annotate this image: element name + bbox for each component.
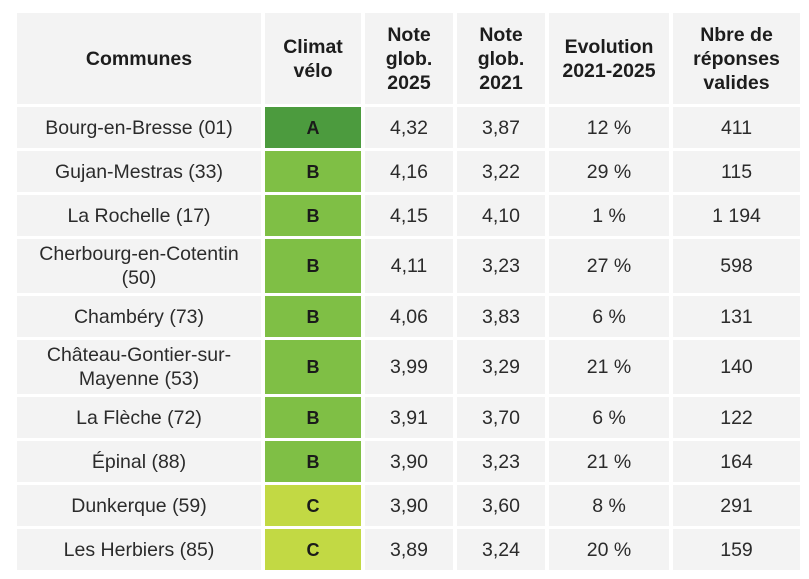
table-cell-evolution: 8 % [549,485,669,526]
table-cell-note-2021: 3,87 [457,107,545,148]
table-cell-note-2025: 3,89 [365,529,453,570]
table-cell-climat: C [265,485,361,526]
table-cell-reponses: 291 [673,485,800,526]
header-note-2021: Note glob. 2021 [457,13,545,104]
table-cell-reponses: 411 [673,107,800,148]
table-cell-note-2025: 4,06 [365,296,453,337]
table-cell-evolution: 12 % [549,107,669,148]
table-cell-climat: C [265,529,361,570]
table-cell-note-2025: 3,99 [365,340,453,394]
table-cell-commune: Château-Gontier-sur-Mayenne (53) [17,340,261,394]
table-cell-note-2025: 3,91 [365,397,453,438]
table-cell-note-2021: 3,70 [457,397,545,438]
table-cell-commune: Gujan-Mestras (33) [17,151,261,192]
table-cell-note-2021: 3,83 [457,296,545,337]
table-cell-note-2025: 3,90 [365,485,453,526]
table-cell-evolution: 21 % [549,441,669,482]
table-cell-note-2021: 3,23 [457,239,545,293]
table-cell-note-2021: 3,24 [457,529,545,570]
table-cell-reponses: 159 [673,529,800,570]
table-cell-note-2021: 3,29 [457,340,545,394]
table-cell-note-2025: 4,15 [365,195,453,236]
table-cell-commune: Dunkerque (59) [17,485,261,526]
header-climat-velo: Climat vélo [265,13,361,104]
table-cell-evolution: 21 % [549,340,669,394]
table-cell-evolution: 6 % [549,397,669,438]
header-note-2025: Note glob. 2025 [365,13,453,104]
table-cell-evolution: 20 % [549,529,669,570]
header-reponses: Nbre de réponses valides [673,13,800,104]
header-evolution: Evolution 2021-2025 [549,13,669,104]
table-cell-commune: Chambéry (73) [17,296,261,337]
table-cell-reponses: 140 [673,340,800,394]
table-cell-note-2021: 3,23 [457,441,545,482]
table-cell-commune: Les Herbiers (85) [17,529,261,570]
table-cell-climat: B [265,340,361,394]
table-cell-note-2021: 3,22 [457,151,545,192]
table-cell-evolution: 6 % [549,296,669,337]
table-cell-climat: B [265,296,361,337]
table-cell-note-2025: 4,32 [365,107,453,148]
table-cell-note-2025: 3,90 [365,441,453,482]
table-cell-climat: B [265,151,361,192]
table-cell-evolution: 27 % [549,239,669,293]
table-cell-reponses: 131 [673,296,800,337]
table-cell-climat: A [265,107,361,148]
table-cell-note-2025: 4,11 [365,239,453,293]
table-cell-reponses: 164 [673,441,800,482]
table-cell-evolution: 29 % [549,151,669,192]
table-cell-commune: La Flèche (72) [17,397,261,438]
table-cell-evolution: 1 % [549,195,669,236]
table-cell-reponses: 122 [673,397,800,438]
table-cell-commune: La Rochelle (17) [17,195,261,236]
climat-velo-table: Communes Climat vélo Note glob. 2025 Not… [17,13,800,570]
table-cell-climat: B [265,441,361,482]
header-communes: Communes [17,13,261,104]
table-cell-reponses: 1 194 [673,195,800,236]
table-cell-commune: Bourg-en-Bresse (01) [17,107,261,148]
table-cell-commune: Cherbourg-en-Cotentin (50) [17,239,261,293]
table-cell-climat: B [265,397,361,438]
table-cell-reponses: 115 [673,151,800,192]
table-cell-commune: Épinal (88) [17,441,261,482]
table-cell-climat: B [265,239,361,293]
table-cell-climat: B [265,195,361,236]
table-cell-note-2025: 4,16 [365,151,453,192]
table-cell-reponses: 598 [673,239,800,293]
table-cell-note-2021: 3,60 [457,485,545,526]
table-cell-note-2021: 4,10 [457,195,545,236]
